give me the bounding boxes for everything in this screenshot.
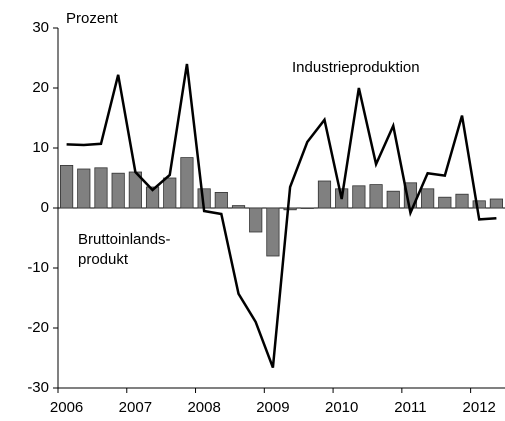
bar [369,184,383,209]
y-tick-label: 20 [32,79,49,96]
y-axis-label: Prozent [66,10,119,27]
bar [266,207,280,257]
bar [163,177,177,209]
bar [60,164,74,209]
series-label: Industrieproduktion [292,59,420,76]
y-tick-label: 30 [32,19,49,36]
x-tick-label: 2012 [463,399,496,416]
bar [455,193,469,209]
bar [421,188,435,209]
bar [214,191,228,209]
bar [111,172,125,209]
bar [472,200,486,209]
bar [489,198,503,209]
bar [249,207,263,233]
y-tick-label: 0 [41,199,49,216]
y-tick-label: -30 [27,379,49,396]
x-tick-label: 2010 [325,399,358,416]
bar [145,186,160,209]
y-tick-label: -20 [27,319,49,336]
x-tick-label: 2007 [119,399,152,416]
bar [386,190,400,209]
y-tick-label: 10 [32,139,49,156]
x-tick-label: 2006 [50,399,83,416]
x-tick-label: 2011 [394,399,426,416]
bar [94,167,108,209]
bar [438,196,452,209]
bar [180,157,194,209]
series-label: produkt [78,251,129,268]
bar [231,205,246,209]
bar [317,180,332,209]
line [66,63,497,369]
x-tick-label: 2008 [187,399,220,416]
x-tick-label: 2009 [256,399,289,416]
series-label: Bruttoinlands- [78,231,171,248]
bar [300,207,314,209]
bar [283,207,297,211]
bar [77,168,91,209]
bar [352,185,366,209]
y-tick-label: -10 [27,259,49,276]
